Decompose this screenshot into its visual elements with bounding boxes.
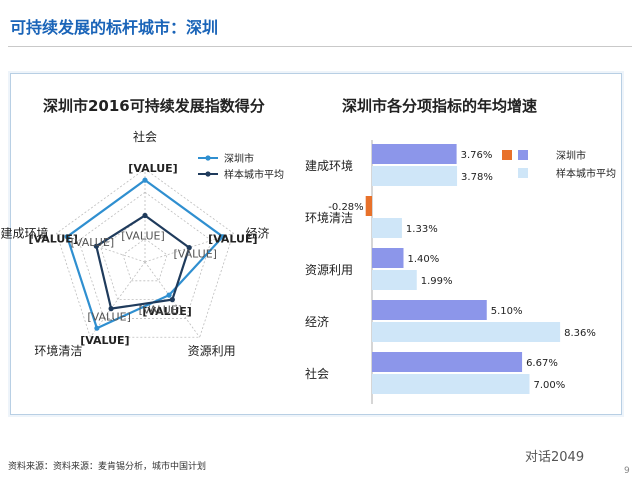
bar-title: 深圳市各分项指标的年均增速 (342, 97, 538, 115)
bar-category-label: 资源利用 (305, 263, 353, 277)
bar-data-label: 1.99% (421, 276, 453, 287)
bar-legend-swatch-negative (502, 150, 512, 160)
bar-data-label: 3.76% (461, 150, 493, 161)
bar-data-label: 7.00% (534, 380, 566, 391)
bar-category-label: 环境清洁 (305, 210, 353, 225)
radar-axis-label: 建成环境 (1, 225, 49, 240)
radar-spoke-4 (56, 232, 146, 263)
radar-axis-label: 环境清洁 (34, 343, 82, 358)
radar-grid-ring-2 (78, 191, 212, 319)
bar-city (372, 352, 523, 372)
radar-point (94, 325, 100, 331)
bar-average (372, 166, 458, 186)
radar-point (169, 297, 175, 303)
watermark: 对话2049 (525, 450, 585, 465)
radar-point (108, 306, 114, 312)
radar-legend-marker (205, 171, 211, 177)
radar-value-label-city: [VALUE] (128, 162, 177, 175)
bar-data-label: 1.33% (406, 224, 438, 235)
radar-series-average (95, 214, 191, 310)
radar-point (142, 177, 148, 183)
radar-title: 深圳市2016可持续发展指数得分 (43, 97, 265, 115)
bar-data-label: 3.78% (461, 172, 493, 183)
bar-average (372, 322, 561, 342)
radar-axis-label: 经济 (245, 225, 269, 240)
bar-data-label: 5.10% (491, 306, 523, 317)
radar-value-label-average: [VALUE] (87, 311, 131, 324)
radar-value-label-city: [VALUE] (80, 334, 129, 347)
radar-point (186, 245, 192, 251)
radar-point (142, 212, 148, 219)
radar-point (220, 234, 226, 240)
bar-legend-swatch (518, 168, 528, 178)
radar-value-label-average: [VALUE] (139, 304, 183, 317)
bar-average (372, 218, 402, 238)
radar-value-label-average: [VALUE] (71, 236, 115, 249)
radar-value-label-average: [VALUE] (121, 230, 165, 243)
bar-city (372, 300, 487, 320)
page-title: 可持续发展的标杆城市：深圳 (10, 18, 219, 37)
radar-spoke-3 (90, 261, 146, 338)
bar-category-label: 建成环境 (305, 158, 353, 173)
radar-spoke-2 (144, 261, 200, 338)
radar-legend-label: 样本城市平均 (224, 168, 284, 181)
bar-city (365, 196, 372, 216)
bar-data-label: -0.28% (328, 202, 363, 213)
bar-legend-label: 样本城市平均 (556, 167, 616, 180)
radar-grid-ring-3 (56, 168, 234, 338)
bar-data-label: 8.36% (564, 328, 596, 339)
bar-legend-label: 深圳市 (556, 149, 586, 162)
radar-grid-ring-0 (122, 238, 168, 282)
radar-axis-label: 资源利用 (188, 344, 236, 358)
bar-data-label: 6.67% (526, 358, 558, 369)
title-divider (8, 46, 632, 47)
bar-category-label: 社会 (305, 366, 329, 381)
radar-axis-label: 社会 (133, 129, 157, 144)
radar-point (93, 243, 99, 249)
radar-point (166, 292, 172, 298)
radar-point (64, 234, 70, 240)
radar-spoke-1 (144, 232, 234, 263)
radar-value-label-average: [VALUE] (173, 248, 217, 261)
radar-value-label-city: [VALUE] (142, 305, 191, 318)
radar-series-city (65, 178, 225, 330)
bar-category-label: 经济 (305, 314, 329, 329)
bar-data-label: 1.40% (408, 254, 440, 265)
radar-value-label-city: [VALUE] (208, 233, 257, 246)
bar-city (372, 248, 404, 268)
bar-legend-swatch (518, 150, 528, 160)
radar-value-label-city: [VALUE] (28, 233, 77, 246)
bar-average (372, 374, 530, 394)
radar-legend-label: 深圳市 (224, 152, 254, 165)
source-note: 资料来源：资料来源：麦肯锡分析，城市中国计划 (8, 462, 207, 472)
radar-legend-marker (205, 155, 211, 161)
page-number: 9 (624, 466, 630, 476)
bar-average (372, 270, 417, 290)
bar-city (372, 144, 457, 164)
